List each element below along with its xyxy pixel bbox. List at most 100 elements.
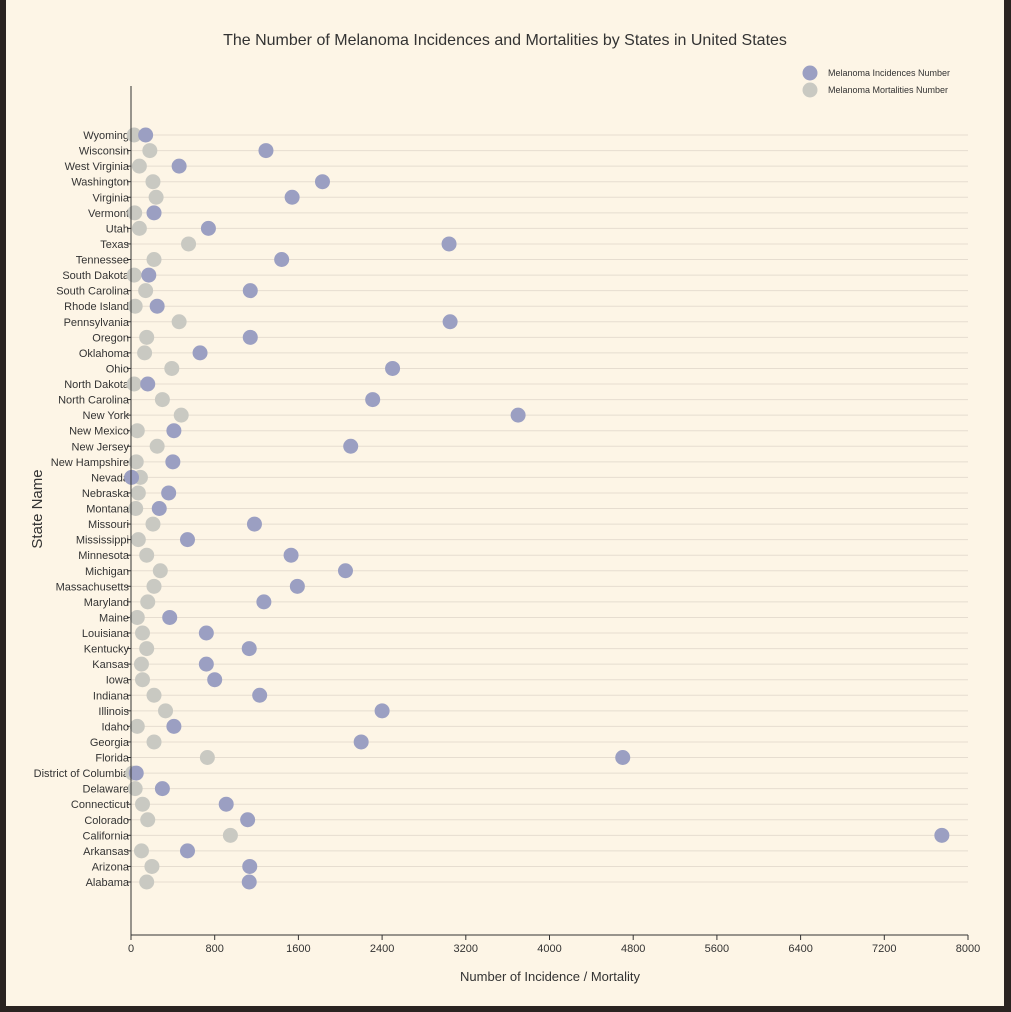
mortality-point-connecticut[interactable] (135, 796, 151, 812)
incidence-point-iowa[interactable] (207, 672, 223, 688)
incidence-point-idaho[interactable] (166, 718, 182, 734)
mortality-point-south-carolina[interactable] (138, 283, 154, 299)
incidence-point-montana[interactable] (151, 501, 167, 516)
mortality-point-new-mexico[interactable] (129, 423, 145, 439)
incidence-point-oklahoma[interactable] (192, 345, 208, 361)
incidence-point-indiana[interactable] (252, 687, 268, 703)
mortality-point-arizona[interactable] (144, 858, 160, 874)
incidence-point-florida[interactable] (615, 750, 631, 765)
mortality-point-kansas[interactable] (133, 656, 149, 672)
incidence-point-illinois[interactable] (374, 703, 390, 719)
mortality-point-new-hampshire[interactable] (128, 454, 144, 470)
mortality-point-massachusetts[interactable] (146, 578, 162, 594)
mortality-point-tennessee[interactable] (146, 252, 162, 267)
mortality-point-florida[interactable] (199, 750, 215, 765)
incidence-point-west-virginia[interactable] (171, 158, 187, 174)
mortality-point-utah[interactable] (131, 220, 147, 236)
incidence-point-pennsylvania[interactable] (442, 314, 458, 330)
incidence-point-connecticut[interactable] (218, 796, 234, 812)
mortality-point-vermont[interactable] (127, 205, 143, 221)
mortality-point-maine[interactable] (129, 609, 145, 625)
mortality-point-indiana[interactable] (146, 687, 162, 703)
mortality-point-wisconsin[interactable] (142, 143, 158, 159)
incidence-point-wisconsin[interactable] (258, 143, 274, 159)
mortality-point-oklahoma[interactable] (137, 345, 153, 361)
incidence-point-missouri[interactable] (246, 516, 262, 532)
mortality-point-north-dakota[interactable] (126, 376, 142, 392)
mortality-point-nebraska[interactable] (130, 485, 146, 501)
mortality-point-north-carolina[interactable] (154, 392, 170, 408)
mortality-point-new-york[interactable] (173, 407, 189, 423)
mortality-point-louisiana[interactable] (135, 625, 151, 641)
incidence-point-nevada[interactable] (124, 469, 140, 485)
legend-item-incidences[interactable]: Melanoma Incidences Number (802, 65, 951, 81)
legend-item-mortalities[interactable]: Melanoma Mortalities Number (802, 82, 949, 98)
mortality-point-rhode-island[interactable] (127, 298, 143, 314)
incidence-point-louisiana[interactable] (198, 625, 214, 641)
incidence-point-new-york[interactable] (510, 407, 526, 423)
incidence-point-georgia[interactable] (353, 734, 369, 750)
incidence-point-new-hampshire[interactable] (165, 454, 181, 470)
mortality-point-maryland[interactable] (140, 594, 156, 610)
mortality-point-arkansas[interactable] (133, 843, 149, 859)
incidence-point-maine[interactable] (162, 609, 178, 625)
incidence-point-district-of-columbia[interactable] (128, 765, 144, 781)
incidence-point-colorado[interactable] (240, 812, 256, 828)
incidence-point-nebraska[interactable] (161, 485, 177, 501)
mortality-point-illinois[interactable] (158, 703, 174, 719)
mortality-point-new-jersey[interactable] (149, 438, 165, 454)
incidence-point-delaware[interactable] (154, 781, 170, 797)
incidence-point-new-jersey[interactable] (343, 438, 359, 454)
incidence-point-north-carolina[interactable] (365, 392, 381, 408)
incidence-point-michigan[interactable] (337, 563, 353, 579)
incidence-point-texas[interactable] (441, 236, 457, 252)
incidence-point-washington[interactable] (314, 174, 330, 190)
incidence-point-vermont[interactable] (146, 205, 162, 221)
mortality-point-california[interactable] (222, 827, 238, 843)
incidence-point-mississippi[interactable] (179, 532, 195, 548)
mortality-point-virginia[interactable] (148, 189, 164, 205)
incidence-point-arkansas[interactable] (179, 843, 195, 859)
mortality-point-missouri[interactable] (145, 516, 161, 532)
legend[interactable]: Melanoma Incidences Number Melanoma Mort… (802, 65, 951, 98)
mortality-point-alabama[interactable] (139, 874, 155, 890)
incidence-point-kentucky[interactable] (241, 641, 257, 657)
incidence-point-minnesota[interactable] (283, 547, 299, 563)
incidence-point-oregon[interactable] (242, 329, 258, 345)
mortality-point-mississippi[interactable] (130, 532, 146, 548)
mortality-point-washington[interactable] (145, 174, 161, 190)
incidence-point-new-mexico[interactable] (166, 423, 182, 439)
mortality-point-west-virginia[interactable] (131, 158, 147, 174)
mortality-point-minnesota[interactable] (139, 547, 155, 563)
incidence-point-california[interactable] (934, 827, 950, 843)
incidence-point-massachusetts[interactable] (289, 578, 305, 594)
mortality-point-south-dakota[interactable] (126, 267, 142, 283)
mortality-point-georgia[interactable] (146, 734, 162, 750)
mortality-point-montana[interactable] (128, 501, 144, 516)
incidence-point-utah[interactable] (200, 220, 216, 236)
incidence-point-wyoming[interactable] (138, 127, 154, 143)
mortality-point-wyoming[interactable] (126, 127, 142, 143)
incidence-point-tennessee[interactable] (274, 252, 290, 267)
incidence-point-kansas[interactable] (198, 656, 214, 672)
incidence-point-rhode-island[interactable] (149, 298, 165, 314)
incidence-point-virginia[interactable] (284, 189, 300, 205)
incidence-point-ohio[interactable] (385, 360, 401, 376)
incidence-point-south-dakota[interactable] (141, 267, 157, 283)
mortality-point-oregon[interactable] (139, 329, 155, 345)
incidence-point-arizona[interactable] (242, 858, 258, 874)
mortality-point-michigan[interactable] (152, 563, 168, 579)
mortality-point-ohio[interactable] (164, 360, 180, 376)
incidence-point-south-carolina[interactable] (242, 283, 258, 299)
mortality-point-colorado[interactable] (140, 812, 156, 828)
mortality-point-kentucky[interactable] (139, 641, 155, 657)
incidence-point-alabama[interactable] (241, 874, 257, 890)
mortality-point-idaho[interactable] (129, 718, 145, 734)
incidence-point-north-dakota[interactable] (140, 376, 156, 392)
mortality-point-texas[interactable] (181, 236, 197, 252)
mortality-point-pennsylvania[interactable] (171, 314, 187, 330)
incidence-point-maryland[interactable] (256, 594, 272, 610)
mortality-point-delaware[interactable] (127, 781, 143, 797)
x-tick-label: 3200 (454, 943, 478, 955)
mortality-point-iowa[interactable] (135, 672, 151, 688)
